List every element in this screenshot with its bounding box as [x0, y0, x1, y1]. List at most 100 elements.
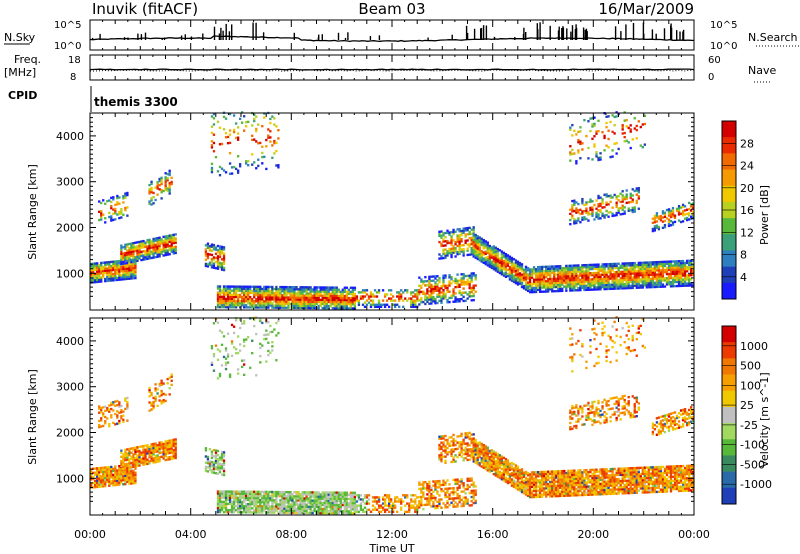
data-cell: [532, 272, 536, 275]
data-cell: [667, 264, 671, 267]
data-cell: [665, 272, 669, 276]
data-cell: [218, 510, 222, 514]
data-cell: [450, 241, 453, 244]
data-cell: [94, 485, 97, 489]
data-cell: [470, 299, 473, 302]
data-cell: [651, 281, 655, 285]
data-cell: [124, 472, 127, 475]
data-cell: [337, 290, 340, 293]
data-cell: [94, 278, 97, 282]
data-cell: [458, 236, 461, 239]
data-cell: [595, 215, 598, 219]
data-cell: [587, 288, 590, 291]
data-cell: [124, 397, 127, 400]
data-cell: [112, 401, 115, 404]
data-cell: [557, 265, 560, 268]
data-cell: [285, 290, 288, 293]
data-cell: [102, 476, 105, 480]
data-cell: [615, 277, 618, 280]
data-cell: [273, 292, 276, 295]
data-cell: [232, 331, 236, 335]
data-cell: [673, 274, 677, 278]
data-cell: [520, 269, 524, 272]
data-cell: [208, 253, 212, 256]
data-cell: [466, 249, 469, 252]
data-cell: [307, 298, 310, 301]
data-cell: [156, 392, 159, 395]
data-cell: [204, 264, 208, 268]
data-cell: [241, 302, 244, 305]
data-cell: [234, 301, 238, 305]
data-cell: [112, 467, 115, 470]
data-cell: [635, 187, 638, 190]
data-cell: [327, 290, 330, 293]
data-cell: [305, 300, 308, 303]
data-cell: [166, 456, 169, 459]
data-cell: [118, 473, 121, 476]
data-cell: [633, 268, 636, 271]
data-cell: [218, 255, 222, 258]
data-cell: [635, 128, 638, 132]
data-cell: [689, 209, 693, 212]
data-cell: [120, 248, 123, 251]
data-cell: [158, 179, 161, 183]
data-cell: [94, 483, 97, 487]
data-cell: [492, 245, 495, 248]
data-cell: [267, 320, 270, 324]
data-cell: [255, 291, 258, 295]
data-cell: [238, 492, 242, 495]
data-cell: [567, 268, 570, 272]
data-cell: [545, 280, 548, 283]
data-cell: [166, 439, 169, 443]
data-cell: [657, 225, 661, 229]
data-cell: [249, 297, 252, 301]
data-cell: [583, 280, 586, 283]
data-cell: [589, 272, 592, 275]
data-cell: [593, 288, 596, 291]
data-cell: [325, 292, 328, 295]
data-cell: [255, 490, 258, 494]
data-cell: [623, 274, 626, 278]
data-cell: [438, 253, 441, 256]
data-cell: [508, 267, 512, 271]
data-cell: [543, 276, 546, 279]
data-cell: [651, 263, 655, 266]
data-cell: [126, 448, 129, 451]
data-cell: [581, 274, 584, 277]
data-cell: [261, 306, 264, 309]
data-cell: [629, 128, 632, 131]
data-cell: [569, 208, 572, 211]
data-cell: [253, 511, 256, 514]
data-cell: [587, 211, 590, 214]
data-cell: [438, 291, 441, 294]
data-cell: [635, 263, 638, 267]
data-cell: [504, 265, 508, 268]
data-cell: [172, 239, 175, 243]
data-cell: [108, 482, 111, 485]
data-cell: [238, 306, 242, 309]
data-cell: [142, 463, 145, 466]
data-cell: [589, 200, 592, 203]
data-cell: [236, 351, 240, 355]
data-cell: [655, 212, 659, 215]
data-cell: [476, 237, 479, 240]
data-cell: [124, 265, 127, 268]
data-cell: [410, 303, 413, 306]
data-cell: [430, 294, 433, 297]
data-cell: [275, 296, 278, 299]
data-cell: [623, 287, 626, 290]
data-cell: [309, 304, 312, 308]
data-cell: [112, 484, 115, 487]
data-cell: [208, 462, 212, 465]
data-cell: [291, 298, 294, 301]
data-cell: [152, 446, 155, 450]
data-cell: [118, 469, 121, 472]
data-cell: [438, 234, 441, 238]
data-cell: [222, 303, 226, 307]
data-cell: [255, 300, 258, 303]
data-cell: [156, 460, 159, 463]
data-cell: [283, 507, 286, 510]
data-cell: [675, 207, 679, 211]
data-cell: [639, 274, 642, 277]
data-cell: [613, 277, 616, 280]
